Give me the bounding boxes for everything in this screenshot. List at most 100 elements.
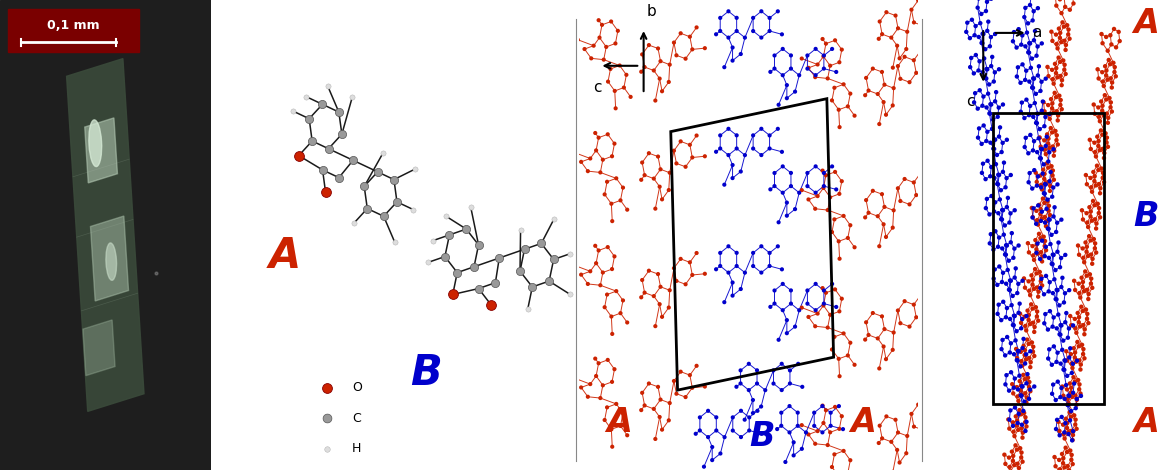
Point	[986, 227, 1005, 235]
Point	[1028, 293, 1047, 300]
Point	[1038, 198, 1057, 205]
Point	[1021, 64, 1040, 71]
Point	[1074, 216, 1093, 223]
Point	[1024, 213, 1042, 221]
Point	[1010, 372, 1028, 379]
Point	[996, 381, 1014, 388]
Point	[544, 256, 563, 263]
Point	[1078, 315, 1096, 322]
Point	[1035, 213, 1054, 221]
Point	[868, 212, 887, 220]
Point	[1086, 240, 1104, 247]
Point	[665, 39, 683, 47]
Point	[651, 75, 669, 82]
Point	[1017, 327, 1035, 334]
Point	[1017, 356, 1035, 363]
Point	[1089, 113, 1108, 120]
Point	[578, 280, 597, 288]
Point	[841, 456, 860, 464]
Point	[806, 163, 825, 170]
Point	[992, 216, 1011, 223]
Point	[1107, 44, 1126, 51]
Point	[1059, 334, 1078, 342]
Point	[1042, 260, 1061, 267]
Point	[572, 158, 591, 165]
Point	[814, 287, 833, 294]
Point	[1021, 387, 1040, 395]
Point	[424, 237, 442, 244]
Point	[760, 68, 779, 76]
Point	[572, 271, 591, 278]
Point	[695, 383, 714, 390]
Point	[1047, 228, 1066, 236]
Point	[1004, 422, 1023, 430]
Point	[1079, 295, 1097, 303]
Point	[1027, 110, 1046, 118]
Point	[1000, 315, 1019, 323]
Point	[996, 222, 1014, 229]
Point	[681, 141, 700, 149]
Point	[1065, 412, 1083, 419]
Point	[1013, 383, 1032, 390]
Point	[728, 262, 746, 270]
Point	[1030, 230, 1048, 238]
Point	[1020, 383, 1039, 391]
Point	[1059, 395, 1078, 402]
Point	[1019, 374, 1038, 382]
Point	[715, 433, 734, 441]
Point	[648, 383, 667, 391]
Point	[792, 422, 811, 429]
Point	[859, 209, 878, 217]
Point	[1016, 418, 1034, 426]
Point	[1045, 152, 1064, 159]
Point	[598, 243, 617, 251]
Point	[613, 184, 632, 191]
Point	[1045, 176, 1064, 183]
Point	[990, 263, 1009, 270]
Point	[798, 169, 817, 177]
Point	[1034, 166, 1053, 173]
Point	[765, 300, 784, 307]
Point	[818, 441, 837, 449]
Point	[1092, 185, 1110, 192]
Point	[1000, 349, 1019, 356]
Point	[1101, 75, 1120, 82]
Point	[1066, 353, 1085, 361]
Point	[1037, 222, 1055, 230]
Point	[1054, 57, 1073, 64]
Point	[1011, 377, 1030, 385]
Point	[991, 196, 1010, 203]
Point	[590, 34, 608, 41]
Point	[890, 55, 909, 62]
Point	[987, 180, 1006, 188]
Point	[1031, 125, 1049, 133]
Point	[1097, 67, 1116, 74]
Point	[773, 306, 792, 314]
Point	[1039, 326, 1058, 333]
Point	[1004, 457, 1023, 464]
Point	[1051, 264, 1069, 271]
Point	[830, 402, 848, 410]
Point	[1031, 87, 1049, 95]
Point	[1101, 61, 1120, 68]
Point	[883, 102, 902, 109]
Point	[806, 73, 825, 81]
Point	[1028, 172, 1047, 180]
Point	[999, 257, 1018, 265]
Text: B: B	[410, 352, 442, 394]
Point	[975, 30, 993, 38]
Point	[772, 386, 791, 394]
Point	[617, 71, 635, 78]
Point	[1053, 383, 1072, 390]
Point	[1094, 82, 1113, 90]
Point	[786, 323, 805, 330]
Point	[591, 169, 610, 176]
Point	[1067, 396, 1086, 404]
Point	[1005, 245, 1024, 252]
Point	[760, 249, 779, 257]
Point	[1068, 242, 1087, 249]
Point	[1052, 81, 1071, 89]
Point	[1078, 248, 1096, 255]
Point	[982, 230, 1000, 238]
Point	[1049, 311, 1068, 318]
